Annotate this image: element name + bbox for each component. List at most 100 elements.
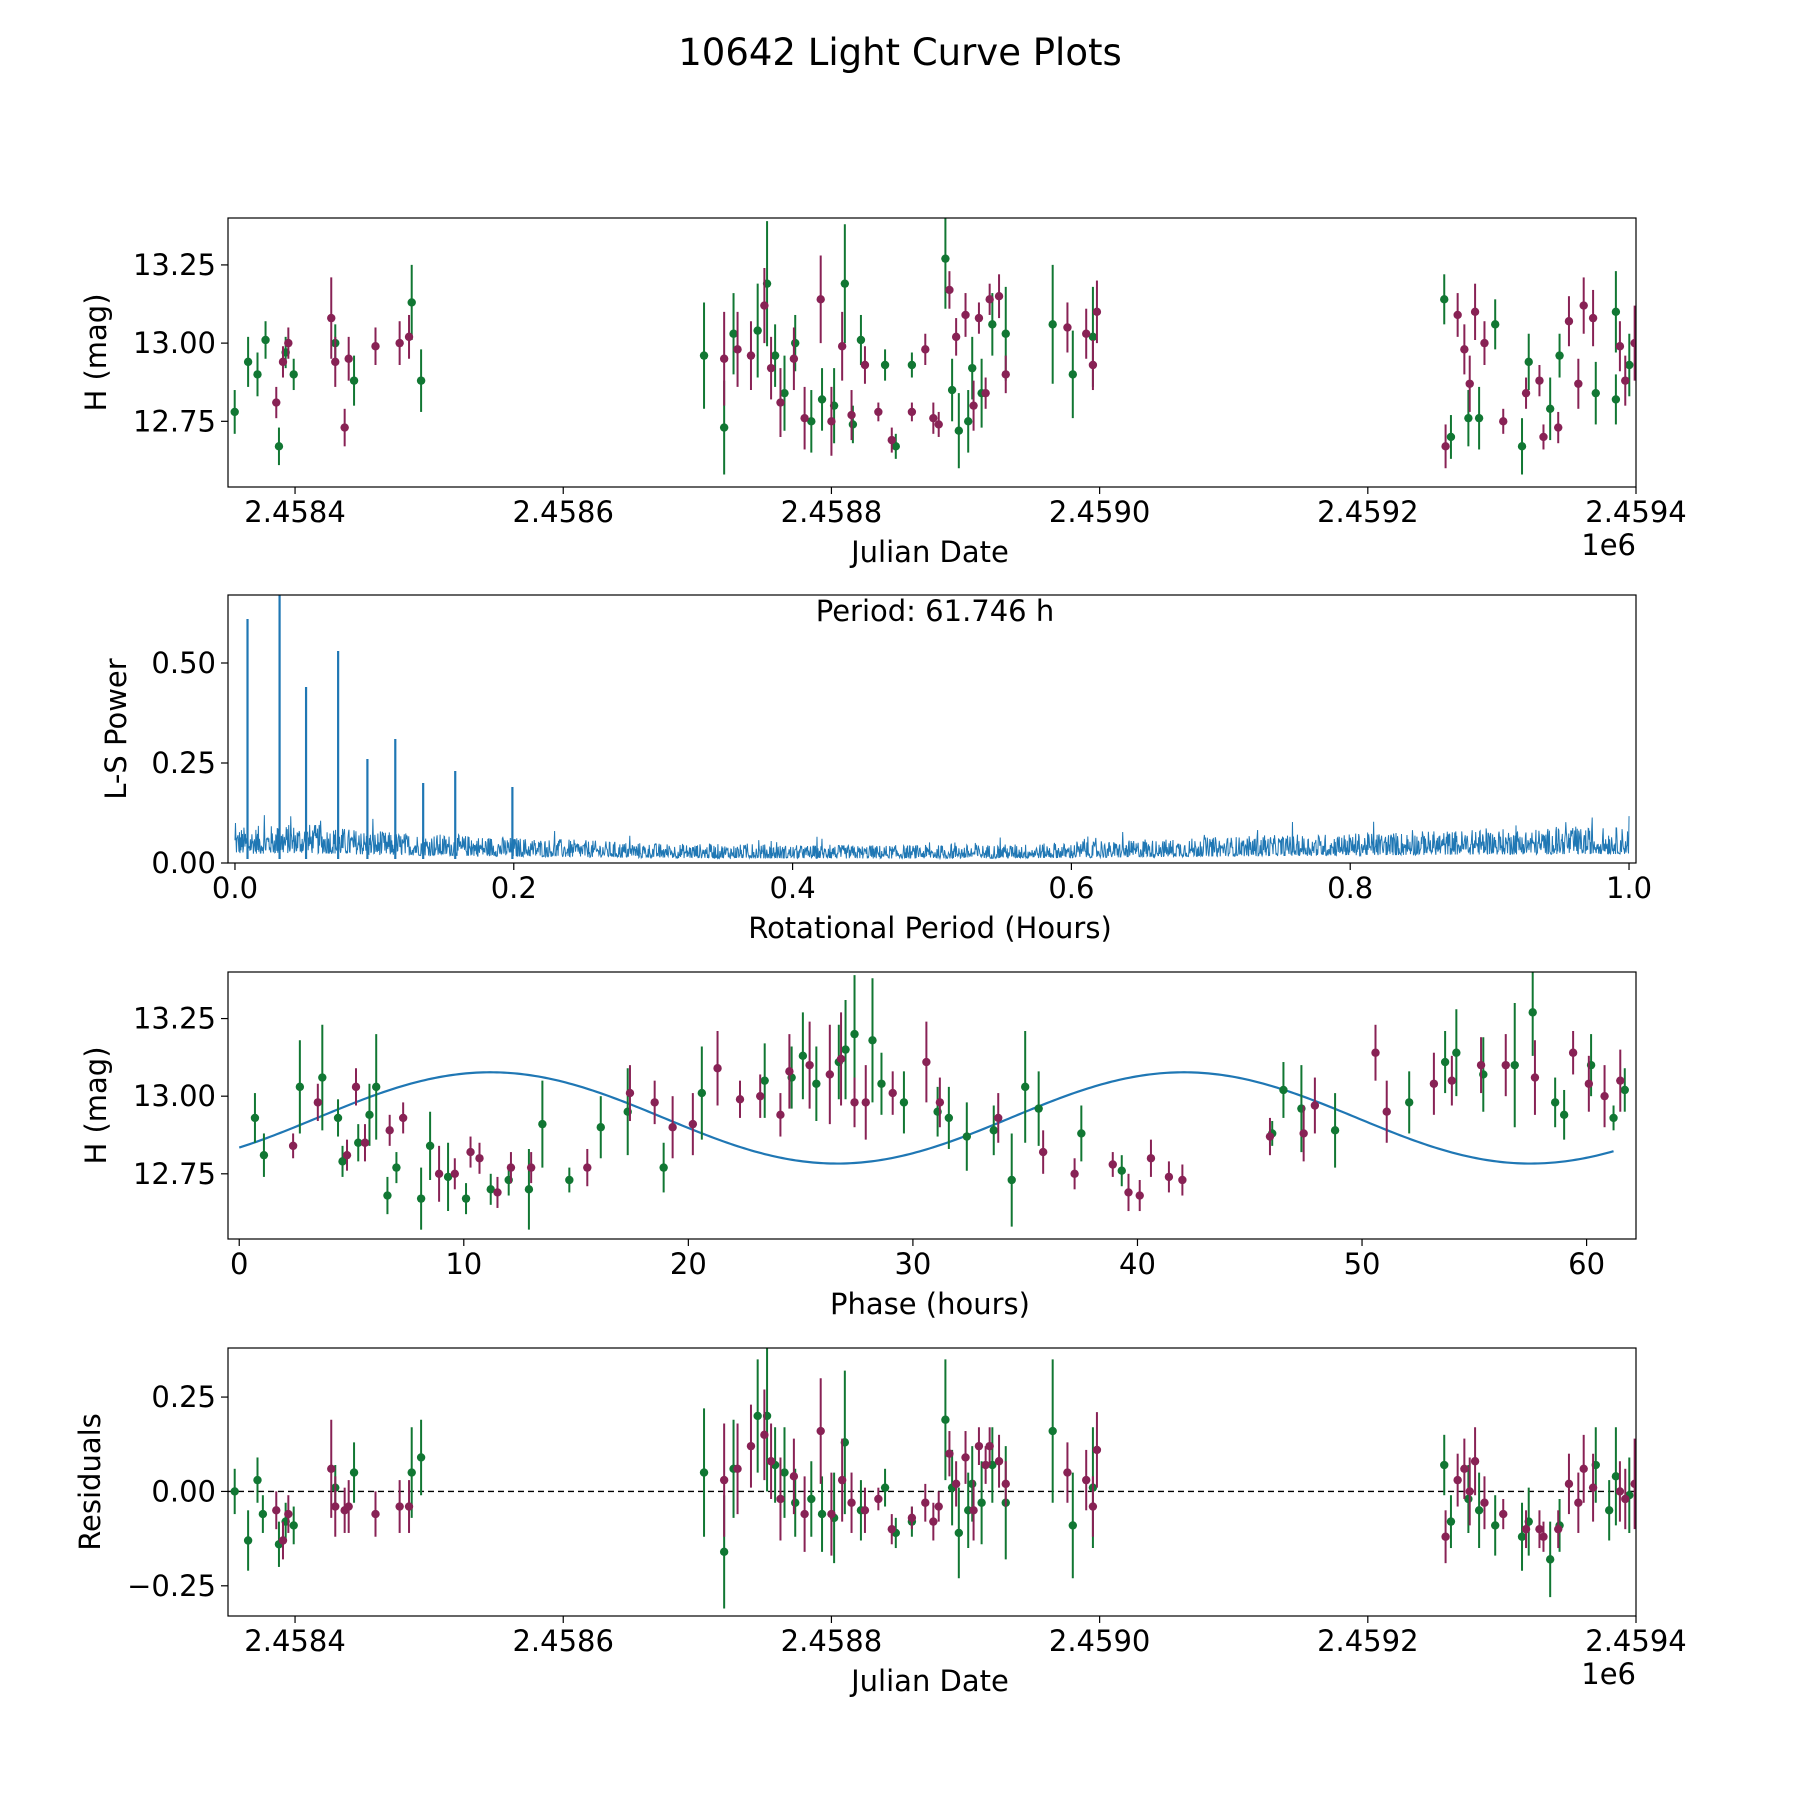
data-point	[856, 335, 866, 345]
data-point	[443, 1172, 453, 1182]
x-tick-label: 0.6	[1048, 871, 1094, 905]
y-tick-label: 0.00	[151, 846, 216, 880]
data-point	[1048, 320, 1057, 329]
data-point	[340, 423, 349, 432]
data-point	[929, 1517, 938, 1526]
data-point	[827, 1509, 836, 1519]
data-point	[1615, 342, 1625, 351]
data-point	[1530, 1073, 1540, 1082]
data-point	[729, 329, 738, 338]
x-tick-label: 2.4592	[1317, 495, 1418, 529]
data-point	[506, 1163, 516, 1172]
data-point	[1034, 1104, 1043, 1113]
data-point	[1452, 1048, 1461, 1057]
data-point	[1440, 295, 1449, 304]
data-point	[766, 1457, 776, 1466]
data-point	[776, 1110, 785, 1120]
y-tick-label: 12.75	[133, 1157, 216, 1191]
data-point	[1550, 1098, 1560, 1107]
data-point	[968, 363, 977, 373]
series-green	[230, 218, 1693, 475]
panels: 2.4584 2.4586 2.4588 2.4590 2.4592 2.4594 12.7…	[73, 217, 1693, 1698]
data-point	[1659, 380, 1667, 388]
data-point	[1517, 1532, 1527, 1541]
data-point	[524, 1185, 534, 1194]
data-point	[1661, 1502, 1669, 1510]
data-point	[800, 1509, 809, 1519]
data-point	[526, 1163, 536, 1172]
data-point	[1164, 1172, 1174, 1182]
panel-periodogram: Period: 61.746 h 0.0 0.2 0.4 0.6 0.8 1.0 0.00 0.…	[99, 594, 1652, 945]
data-point	[416, 376, 426, 385]
x-tick-label: 0.8	[1327, 871, 1373, 905]
data-point	[354, 1138, 363, 1147]
data-point	[1539, 1532, 1548, 1541]
data-point	[1038, 1147, 1048, 1157]
data-point	[1088, 360, 1098, 370]
data-point	[1480, 1498, 1489, 1507]
data-point	[404, 332, 414, 342]
data-point	[372, 1082, 381, 1092]
x-axis-label: Julian Date	[849, 535, 1009, 569]
x-offset-label: 1e6	[1581, 528, 1636, 562]
data-point	[1579, 301, 1588, 310]
axes-frame	[227, 1347, 1637, 1617]
x-tick-label: 60	[1568, 1247, 1605, 1281]
x-tick-label: 10	[445, 1247, 482, 1281]
data-point	[1465, 379, 1474, 388]
y-axis-label: Residuals	[73, 1413, 107, 1551]
x-tick-label: 20	[670, 1247, 707, 1281]
data-point	[1088, 332, 1098, 342]
data-point	[1559, 1110, 1569, 1120]
data-point	[1491, 1521, 1500, 1530]
data-point	[1491, 320, 1500, 329]
data-point	[1465, 1487, 1474, 1496]
data-point	[1521, 1524, 1531, 1534]
period-annotation: Period: 61.746 h	[816, 594, 1055, 628]
data-point	[318, 1073, 327, 1082]
data-point	[1539, 432, 1548, 442]
y-tick-label: −0.25	[127, 1569, 216, 1603]
data-point	[259, 1150, 269, 1160]
periodogram-noise-line	[234, 815, 1630, 861]
data-point	[791, 338, 800, 348]
x-tick-label: 2.4586	[512, 495, 613, 529]
data-point	[1446, 1517, 1456, 1526]
data-point	[395, 1502, 404, 1511]
data-point	[850, 1029, 859, 1039]
data-point	[253, 370, 262, 379]
data-point	[1667, 1483, 1675, 1491]
data-point	[954, 1528, 964, 1538]
data-point	[1574, 1498, 1583, 1507]
x-tick-label: 0.0	[212, 871, 258, 905]
data-point	[289, 370, 298, 379]
data-point	[230, 407, 239, 417]
data-point	[538, 1119, 547, 1129]
data-point	[1630, 338, 1636, 348]
data-point	[466, 1147, 475, 1157]
data-point	[461, 1194, 471, 1203]
data-point	[1440, 1460, 1449, 1470]
data-point	[994, 1457, 1004, 1466]
data-point	[800, 413, 809, 423]
series-purple	[288, 1012, 1625, 1212]
data-point	[962, 1132, 972, 1141]
data-point	[1685, 1476, 1693, 1484]
data-point	[981, 1460, 990, 1470]
data-point	[934, 1502, 943, 1511]
data-point	[450, 1169, 460, 1179]
x-tick-label: 2.4594	[1585, 1624, 1686, 1658]
x-tick-label: 2.4590	[1049, 495, 1150, 529]
data-point	[789, 1472, 799, 1481]
data-point	[1685, 317, 1693, 325]
series-green	[230, 1348, 1693, 1609]
data-point	[1554, 1524, 1563, 1534]
data-point	[1464, 413, 1473, 423]
data-point	[934, 420, 943, 429]
y-axis-label: L-S Power	[99, 658, 133, 799]
data-point	[770, 351, 780, 360]
data-point	[817, 1509, 827, 1519]
data-point	[278, 1536, 288, 1545]
data-point	[1068, 370, 1078, 379]
data-point	[981, 388, 990, 398]
